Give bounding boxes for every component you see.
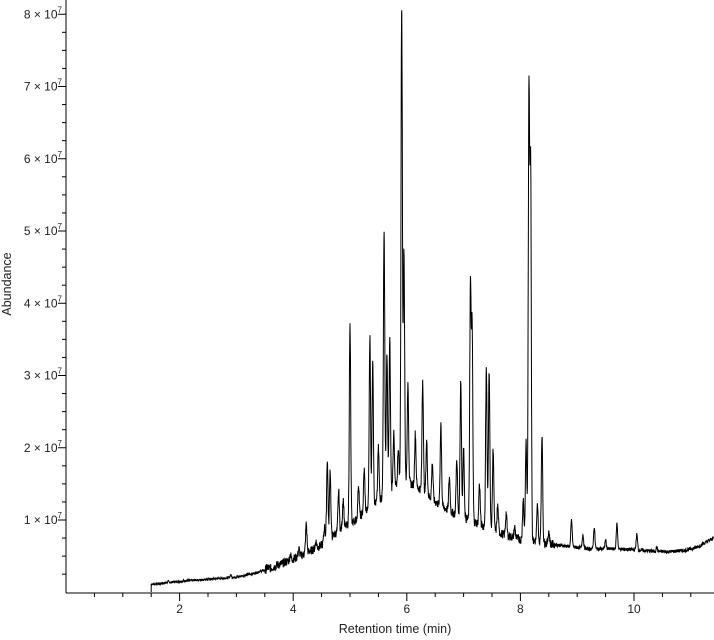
y-tick-label: 1 × 107 — [24, 511, 63, 527]
y-tick-exponent: 7 — [58, 222, 63, 231]
y-tick-mantissa: 6 — [24, 152, 34, 166]
x-tick-label: 2 — [176, 602, 183, 616]
axes — [65, 0, 714, 594]
y-tick-label: 3 × 107 — [24, 367, 63, 383]
chromatogram-trace — [150, 10, 714, 592]
y-tick-exponent: 7 — [58, 5, 63, 14]
y-tick-base: × 10 — [34, 224, 58, 238]
plot-area — [150, 10, 714, 592]
x-axis-title: Retention time (min) — [339, 622, 452, 636]
y-tick-mantissa: 5 — [24, 224, 34, 238]
y-tick-label: 2 × 107 — [24, 439, 63, 455]
y-tick-exponent: 7 — [58, 439, 63, 448]
y-tick-mantissa: 3 — [24, 369, 34, 383]
y-tick-mantissa: 2 — [24, 441, 34, 455]
x-ticks: 2 4 6 8 10 — [93, 593, 692, 616]
x-tick-label: 10 — [627, 602, 641, 616]
y-tick-label: 6 × 107 — [24, 150, 63, 166]
y-tick-exponent: 7 — [58, 511, 63, 520]
y-tick-exponent: 7 — [58, 78, 63, 87]
y-tick-exponent: 7 — [58, 367, 63, 376]
y-axis-title: Abundance — [0, 252, 14, 315]
y-tick-label: 4 × 107 — [24, 294, 63, 310]
y-tick-label: 8 × 107 — [24, 5, 63, 21]
y-tick-mantissa: 1 — [24, 513, 34, 527]
y-tick-mantissa: 7 — [24, 80, 34, 94]
y-tick-base: × 10 — [34, 7, 58, 21]
y-tick-label: 5 × 107 — [24, 222, 63, 238]
x-tick-label: 4 — [290, 602, 297, 616]
y-tick-mantissa: 4 — [24, 296, 34, 310]
y-tick-label: 7 × 107 — [24, 78, 63, 94]
y-tick-base: × 10 — [34, 152, 58, 166]
y-tick-base: × 10 — [34, 369, 58, 383]
y-tick-exponent: 7 — [58, 150, 63, 159]
y-tick-base: × 10 — [34, 80, 58, 94]
y-tick-base: × 10 — [34, 441, 58, 455]
y-tick-base: × 10 — [34, 296, 58, 310]
y-tick-mantissa: 8 — [24, 7, 34, 21]
x-tick-label: 6 — [403, 602, 410, 616]
y-tick-exponent: 7 — [58, 294, 63, 303]
y-tick-base: × 10 — [34, 513, 58, 527]
x-tick-label: 8 — [517, 602, 524, 616]
